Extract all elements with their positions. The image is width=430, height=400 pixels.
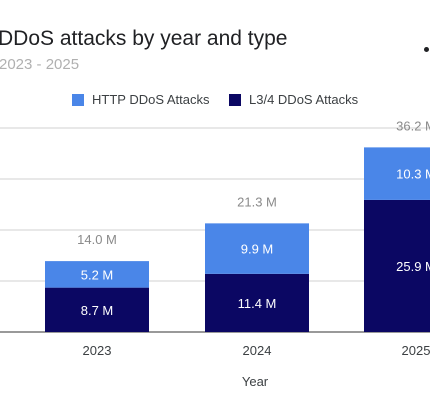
bar-label-http-2024: 9.9 M <box>241 242 274 257</box>
total-label-2025: 36.2 M <box>396 118 430 133</box>
bar-label-http-2023: 5.2 M <box>81 267 114 282</box>
menu-dot-icon <box>424 47 429 52</box>
total-label-2023: 14.0 M <box>77 232 117 247</box>
bar-l34-2025 <box>364 199 430 332</box>
bar-label-l34-2025: 25.9 M <box>396 259 430 274</box>
x-tick-label-2025: 2025 <box>402 343 430 358</box>
bar-http-2025 <box>364 147 430 200</box>
x-tick-label-2024: 2024 <box>243 343 272 358</box>
chart-legend: HTTP DDoS Attacks L3/4 DDoS Attacks <box>0 92 430 108</box>
x-axis-title: Year <box>242 374 269 389</box>
chart-subtitle: 2023 - 2025 <box>0 56 80 73</box>
bar-http-2023 <box>45 261 149 288</box>
legend-item-http: HTTP DDoS Attacks <box>72 92 210 107</box>
total-label-2024: 21.3 M <box>237 194 277 209</box>
bar-l34-2023 <box>45 287 149 332</box>
bar-label-http-2025: 10.3 M <box>396 167 430 182</box>
bar-http-2024 <box>205 223 309 274</box>
legend-item-l34: L3/4 DDoS Attacks <box>229 92 358 107</box>
legend-swatch-l34 <box>229 93 241 106</box>
legend-label-http: HTTP DDoS Attacks <box>92 92 210 107</box>
bar-label-l34-2024: 11.4 M <box>238 296 277 311</box>
bar-l34-2024 <box>205 273 309 332</box>
chart-title: DDoS attacks by year and type <box>0 27 288 50</box>
bar-label-l34-2023: 8.7 M <box>81 303 114 318</box>
legend-label-l34: L3/4 DDoS Attacks <box>249 92 359 107</box>
legend-swatch-http <box>72 93 84 106</box>
x-tick-label-2023: 2023 <box>83 343 112 358</box>
